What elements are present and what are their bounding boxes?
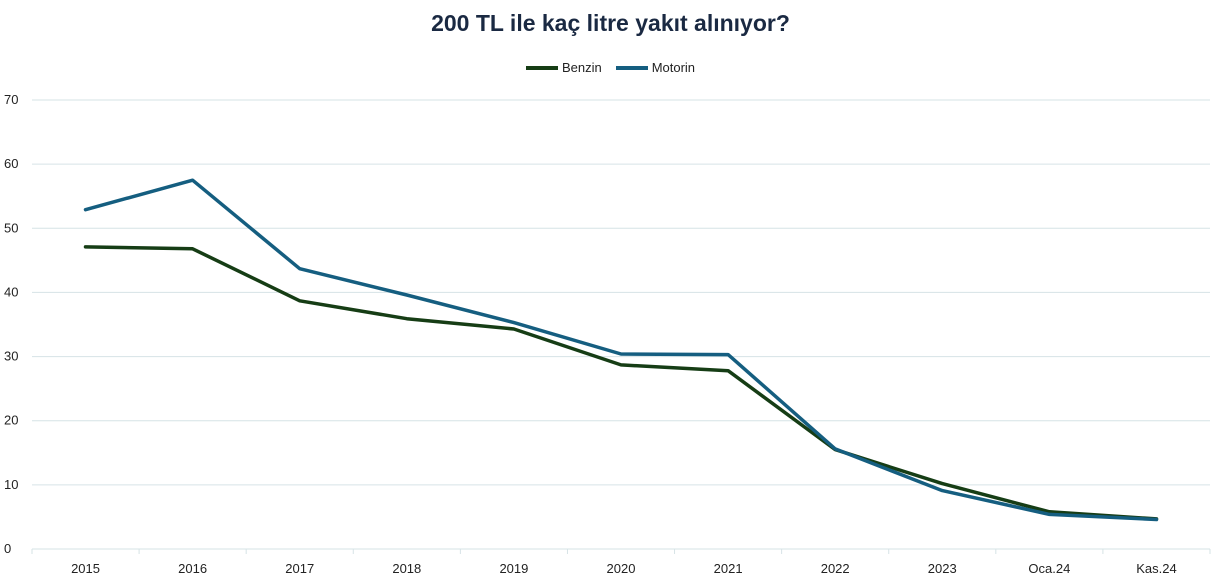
x-tick-label: Oca.24: [1028, 561, 1070, 576]
legend-swatch-benzin: [525, 65, 558, 70]
x-tick-label: 2016: [178, 561, 207, 576]
series-line-motorin: [83, 178, 1159, 522]
legend-label-motorin: Motorin: [651, 60, 696, 75]
x-tick-label: 2019: [499, 561, 528, 576]
y-tick-label: 10: [4, 477, 18, 492]
y-tick-label: 0: [4, 541, 11, 556]
x-tick-label: 2021: [714, 561, 743, 576]
series-line-benzin: [83, 245, 1159, 521]
y-tick-label: 40: [4, 284, 18, 299]
legend-item-motorin: Motorin: [615, 60, 696, 75]
legend-item-benzin: Benzin: [525, 60, 602, 75]
y-tick-label: 60: [4, 156, 18, 171]
x-tick-label: 2020: [607, 561, 636, 576]
x-tick-label: 2018: [392, 561, 421, 576]
x-tick-label: 2022: [821, 561, 850, 576]
x-tick-label: 2017: [285, 561, 314, 576]
y-tick-label: 20: [4, 413, 18, 428]
legend-label-benzin: Benzin: [561, 60, 602, 75]
x-tick-label: 2023: [928, 561, 957, 576]
y-tick-label: 70: [4, 92, 18, 107]
chart-title: 200 TL ile kaç litre yakıt alınıyor?: [431, 10, 790, 36]
x-tick-label: Kas.24: [1136, 561, 1176, 576]
legend-swatch-motorin: [615, 65, 648, 70]
legend: Benzin Motorin: [0, 60, 1221, 75]
y-tick-label: 30: [4, 349, 18, 364]
x-tick-label: 2015: [71, 561, 100, 576]
y-tick-label: 50: [4, 220, 18, 235]
